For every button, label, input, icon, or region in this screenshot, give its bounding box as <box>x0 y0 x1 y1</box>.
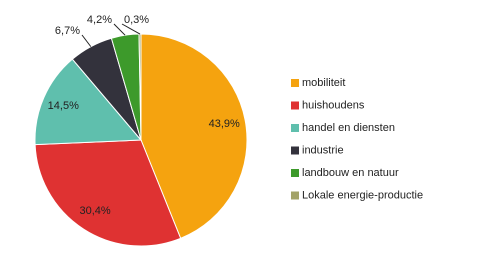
legend-swatch <box>291 124 299 132</box>
legend-label: mobiliteit <box>302 77 345 89</box>
legend-swatch <box>291 79 299 87</box>
legend-label: handel en diensten <box>302 122 395 134</box>
leader-line <box>113 23 126 36</box>
pie-slice <box>34 58 143 146</box>
legend-swatch <box>291 169 299 177</box>
data-label: 14,5% <box>48 100 79 112</box>
legend-swatch <box>291 101 299 110</box>
data-label: 30,4% <box>80 205 111 217</box>
data-label: 4,2% <box>87 14 112 26</box>
leader-line <box>121 23 141 35</box>
legend-label: landbouw en natuur <box>302 167 399 179</box>
legend-label: huishoudens <box>302 99 365 111</box>
pie-slice <box>34 139 182 247</box>
data-label: 6,7% <box>55 25 80 37</box>
pie-slice <box>140 33 248 239</box>
legend-swatch <box>291 146 299 155</box>
data-label: 43,9% <box>209 118 240 130</box>
legend-label: Lokale energie-productie <box>302 189 423 201</box>
data-label: 0,3% <box>124 14 149 26</box>
legend-label: industrie <box>302 144 344 156</box>
leader-line <box>81 34 92 47</box>
legend-swatch <box>291 191 299 200</box>
